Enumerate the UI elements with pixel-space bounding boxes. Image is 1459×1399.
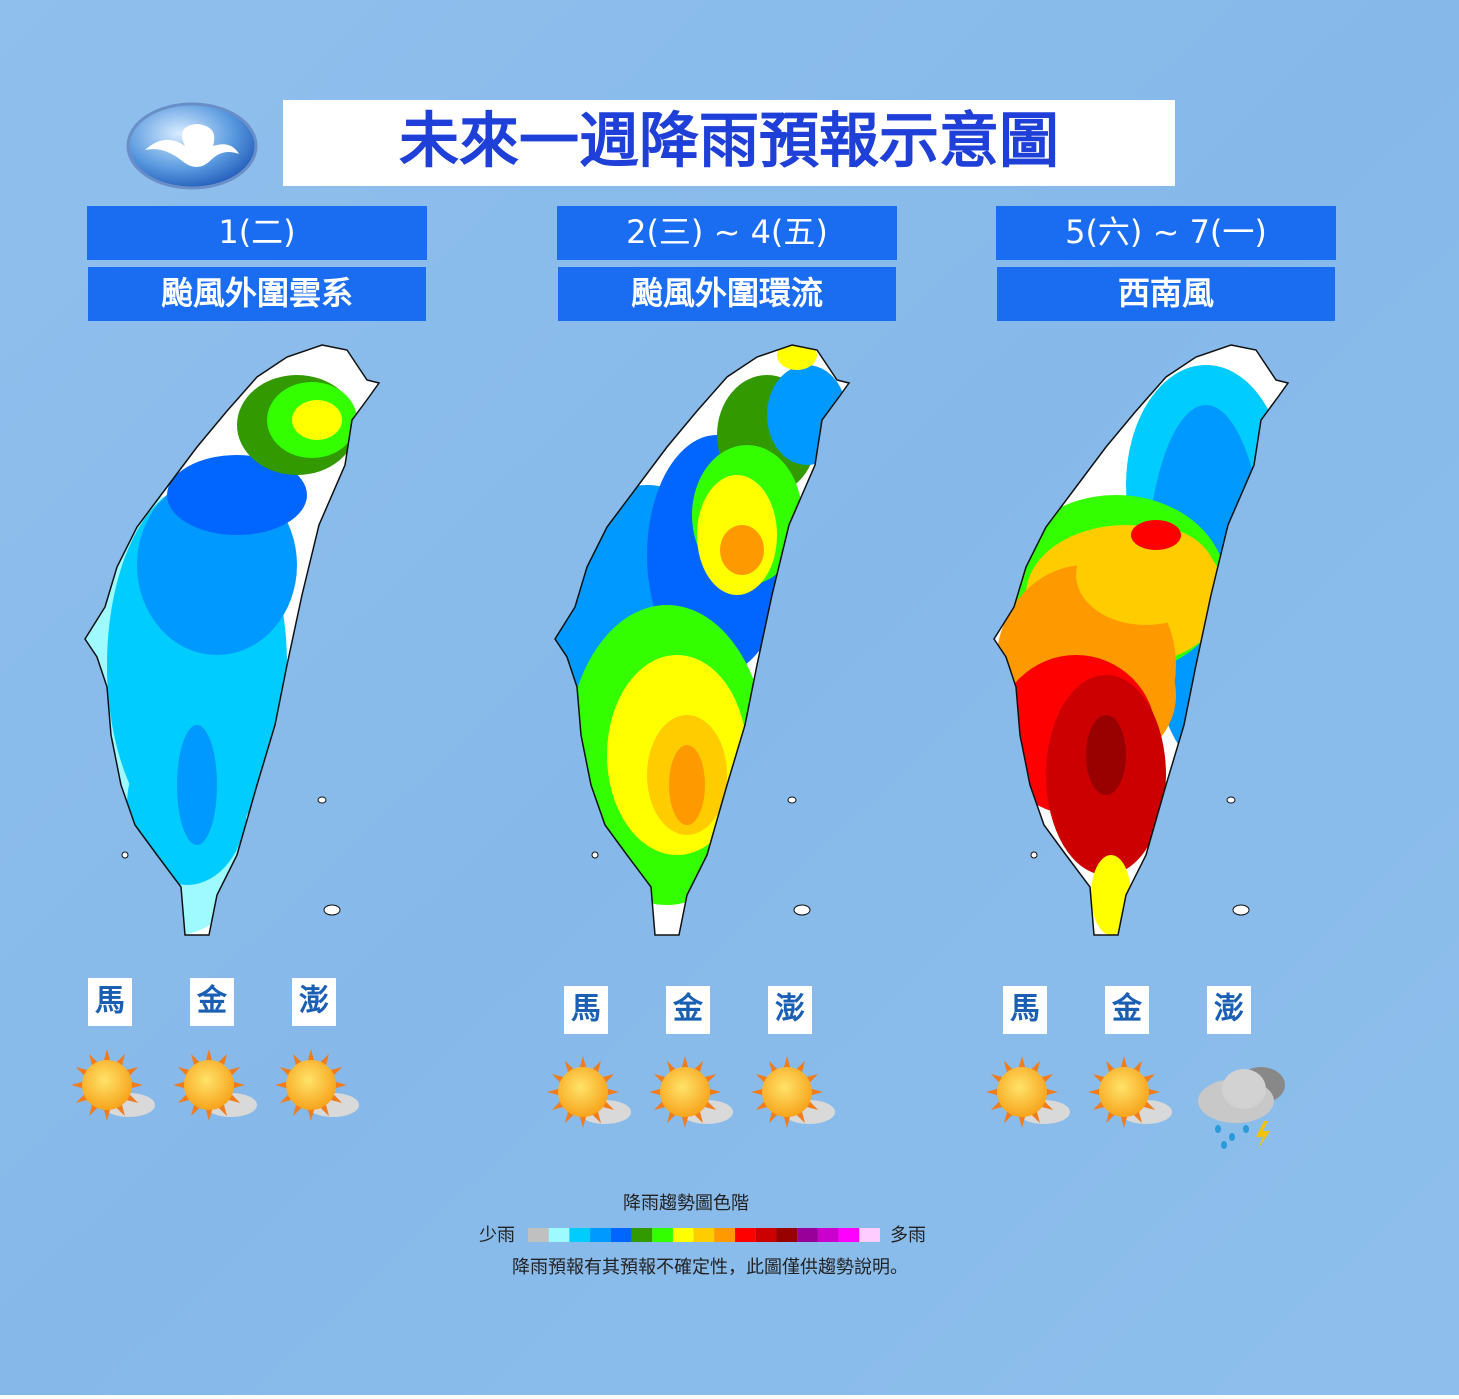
legend-swatch (693, 1228, 715, 1242)
title: 未來一週降雨預報示意圖 (399, 107, 1059, 177)
date: 5(六) ~ 7(一) (1065, 213, 1267, 251)
legend-swatch (776, 1228, 798, 1242)
island-label: 金 (196, 984, 228, 1019)
weather-icon (986, 1056, 1070, 1128)
island-label-box (190, 978, 234, 1026)
weather-icon (71, 1049, 155, 1121)
island-label-box (666, 986, 710, 1034)
island-label: 澎 (1214, 992, 1244, 1027)
legend-high: 多雨 (890, 1225, 926, 1246)
legend-swatch (652, 1228, 673, 1242)
legend-low: 少雨 (479, 1225, 515, 1246)
description-box (88, 267, 426, 321)
legend-swatch (838, 1228, 860, 1242)
title-box (283, 100, 1175, 186)
legend-swatch (610, 1228, 632, 1242)
logo (126, 102, 258, 190)
legend-swatch (797, 1228, 818, 1242)
weather-icon (1198, 1067, 1285, 1149)
description: 西南風 (1118, 274, 1214, 312)
legend-swatch (548, 1228, 570, 1242)
island-label-box (1105, 986, 1149, 1034)
legend-swatch (528, 1228, 549, 1242)
description-box (558, 267, 896, 321)
legend-swatch (590, 1228, 611, 1242)
legend-swatch (569, 1228, 591, 1242)
weather-icon (275, 1049, 359, 1121)
island-label: 馬 (571, 992, 601, 1027)
description-box (997, 267, 1335, 321)
date-box (996, 206, 1336, 260)
island-label: 馬 (1010, 992, 1040, 1027)
legend-swatch (817, 1228, 839, 1242)
island-label-box (292, 978, 336, 1026)
island-label: 金 (672, 992, 704, 1027)
weather-icon (1088, 1056, 1172, 1128)
description: 颱風外圍雲系 (161, 274, 353, 312)
legend-swatch (735, 1228, 756, 1242)
island-label-box (88, 978, 132, 1026)
island-label: 馬 (95, 984, 125, 1019)
legend-swatch (859, 1228, 880, 1242)
island-label-box (564, 986, 608, 1034)
weather-icon (547, 1056, 631, 1128)
legend-swatch (631, 1228, 653, 1242)
weather-icon (649, 1056, 733, 1128)
legend-swatch (714, 1228, 736, 1242)
island-label: 澎 (775, 992, 805, 1027)
description: 颱風外圍環流 (631, 274, 823, 312)
island-label: 澎 (299, 984, 329, 1019)
legend-note: 降雨預報有其預報不確定性，此圖僅供趨勢說明。 (512, 1257, 908, 1278)
island-label-box (768, 986, 812, 1034)
date: 2(三) ~ 4(五) (626, 213, 828, 251)
date-box (557, 206, 897, 260)
legend-swatch (755, 1228, 777, 1242)
legend-title: 降雨趨勢圖色階 (623, 1193, 749, 1214)
date: 1(二) (218, 213, 295, 251)
island-label: 金 (1111, 992, 1143, 1027)
legend-swatch (672, 1228, 694, 1242)
weather-icon (173, 1049, 257, 1121)
date-box (87, 206, 427, 260)
island-label-box (1207, 986, 1251, 1034)
island-label-box (1003, 986, 1047, 1034)
weather-icon (751, 1056, 835, 1128)
